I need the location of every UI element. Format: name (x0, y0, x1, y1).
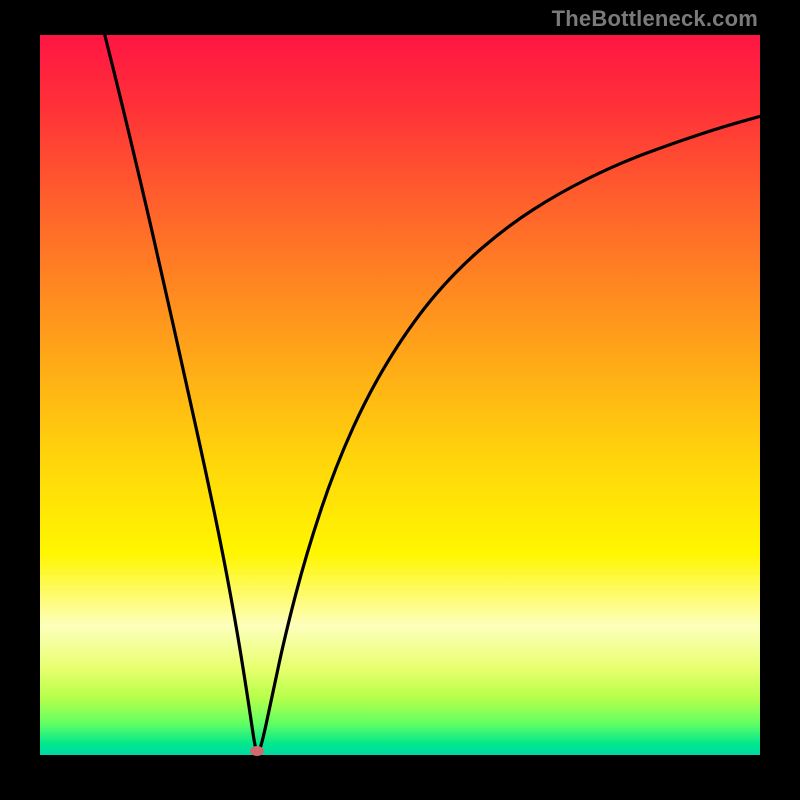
watermark-text: TheBottleneck.com (552, 6, 758, 32)
plot-area (40, 35, 760, 755)
bottleneck-curve (40, 35, 760, 755)
chart-container: { "watermark": { "text": "TheBottleneck.… (0, 0, 800, 800)
minimum-marker (250, 746, 264, 756)
